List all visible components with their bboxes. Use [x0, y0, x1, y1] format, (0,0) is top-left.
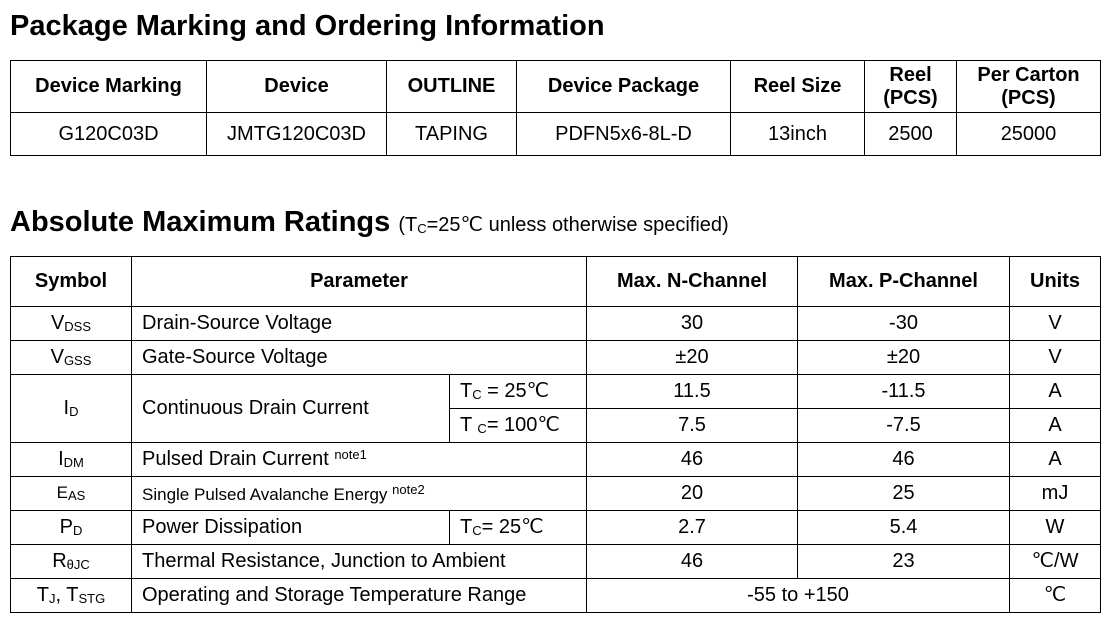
- p-channel-cell: 25: [797, 476, 1010, 511]
- units-cell: A: [1009, 374, 1101, 409]
- parameter-cell: Continuous Drain Current: [131, 374, 450, 443]
- table-row: PD Power Dissipation TC= 25℃ 2.7 5.4 W: [10, 510, 1101, 545]
- ordering-title: Package Marking and Ordering Information: [10, 10, 605, 42]
- cell-per-carton: 25000: [956, 112, 1101, 156]
- p-channel-cell: -7.5: [797, 408, 1010, 443]
- cell-outline: TAPING: [386, 112, 517, 156]
- cell-device-marking: G120C03D: [10, 112, 207, 156]
- ordering-table: Device Marking Device OUTLINE Device Pac…: [10, 60, 1101, 156]
- ratings-condition: (TC=25℃ unless otherwise specified): [398, 214, 729, 236]
- p-channel-cell: -11.5: [797, 374, 1010, 409]
- units-cell: ℃/W: [1009, 544, 1101, 579]
- condition-cell: TC= 25℃: [449, 510, 587, 545]
- header-reel-pcs: Reel (PCS): [864, 60, 957, 113]
- p-channel-cell: 46: [797, 442, 1010, 477]
- units-cell: W: [1009, 510, 1101, 545]
- units-cell: ℃: [1009, 578, 1101, 613]
- header-units: Units: [1009, 256, 1101, 307]
- cell-reel-pcs: 2500: [864, 112, 957, 156]
- condition-cell: T C= 100℃: [449, 408, 587, 443]
- symbol-cell: VGSS: [10, 340, 132, 375]
- table-row: VGSS Gate-Source Voltage ±20 ±20 V: [10, 340, 1101, 375]
- condition-cell: TC = 25℃: [449, 374, 587, 409]
- symbol-cell: VDSS: [10, 306, 132, 341]
- units-cell: V: [1009, 306, 1101, 341]
- parameter-cell: Thermal Resistance, Junction to Ambient: [131, 544, 587, 579]
- units-cell: A: [1009, 442, 1101, 477]
- symbol-cell: TJ, TSTG: [10, 578, 132, 613]
- symbol-cell: IDM: [10, 442, 132, 477]
- header-p-channel: Max. P-Channel: [797, 256, 1010, 307]
- header-outline: OUTLINE: [386, 60, 517, 113]
- table-row: RθJC Thermal Resistance, Junction to Amb…: [10, 544, 1101, 579]
- parameter-cell: Gate-Source Voltage: [131, 340, 587, 375]
- n-channel-cell: 46: [586, 442, 798, 477]
- n-channel-cell: 11.5: [586, 374, 798, 409]
- table-row: IDM Pulsed Drain Current note1 46 46 A: [10, 442, 1101, 477]
- units-cell: V: [1009, 340, 1101, 375]
- n-channel-cell: 46: [586, 544, 798, 579]
- header-parameter: Parameter: [131, 256, 587, 307]
- range-value-cell: -55 to +150: [586, 578, 1010, 613]
- symbol-cell: EAS: [10, 476, 132, 511]
- parameter-cell: Operating and Storage Temperature Range: [131, 578, 587, 613]
- p-channel-cell: 23: [797, 544, 1010, 579]
- cell-device: JMTG120C03D: [206, 112, 387, 156]
- n-channel-cell: 30: [586, 306, 798, 341]
- ratings-title: Absolute Maximum Ratings (TC=25℃ unless …: [10, 206, 729, 238]
- table-row: EAS Single Pulsed Avalanche Energy note2…: [10, 476, 1101, 511]
- n-channel-cell: 7.5: [586, 408, 798, 443]
- parameter-cell: Single Pulsed Avalanche Energy note2: [131, 476, 587, 511]
- parameter-cell: Drain-Source Voltage: [131, 306, 587, 341]
- ordering-header-row: Device Marking Device OUTLINE Device Pac…: [10, 60, 1101, 113]
- p-channel-cell: ±20: [797, 340, 1010, 375]
- header-device: Device: [206, 60, 387, 113]
- table-row: G120C03D JMTG120C03D TAPING PDFN5x6-8L-D…: [10, 112, 1101, 156]
- units-cell: A: [1009, 408, 1101, 443]
- ratings-table: Symbol Parameter Max. N-Channel Max. P-C…: [10, 256, 1101, 613]
- n-channel-cell: 2.7: [586, 510, 798, 545]
- parameter-cell: Pulsed Drain Current note1: [131, 442, 587, 477]
- p-channel-cell: -30: [797, 306, 1010, 341]
- symbol-cell: PD: [10, 510, 132, 545]
- n-channel-cell: ±20: [586, 340, 798, 375]
- header-per-carton: Per Carton (PCS): [956, 60, 1101, 113]
- footnote-ref: note1: [334, 447, 367, 462]
- units-cell: mJ: [1009, 476, 1101, 511]
- cell-reel-size: 13inch: [730, 112, 865, 156]
- table-row: VDSS Drain-Source Voltage 30 -30 V: [10, 306, 1101, 341]
- parameter-cell: Power Dissipation: [131, 510, 450, 545]
- table-row: ID Continuous Drain Current TC = 25℃ 11.…: [10, 374, 1101, 443]
- n-channel-cell: 20: [586, 476, 798, 511]
- header-reel-size: Reel Size: [730, 60, 865, 113]
- table-row: TJ, TSTG Operating and Storage Temperatu…: [10, 578, 1101, 613]
- header-n-channel: Max. N-Channel: [586, 256, 798, 307]
- symbol-cell: RθJC: [10, 544, 132, 579]
- cell-device-package: PDFN5x6-8L-D: [516, 112, 731, 156]
- header-symbol: Symbol: [10, 256, 132, 307]
- footnote-ref: note2: [392, 481, 425, 497]
- symbol-cell: ID: [10, 374, 132, 443]
- ratings-header-row: Symbol Parameter Max. N-Channel Max. P-C…: [10, 256, 1101, 307]
- p-channel-cell: 5.4: [797, 510, 1010, 545]
- header-device-package: Device Package: [516, 60, 731, 113]
- header-device-marking: Device Marking: [10, 60, 207, 113]
